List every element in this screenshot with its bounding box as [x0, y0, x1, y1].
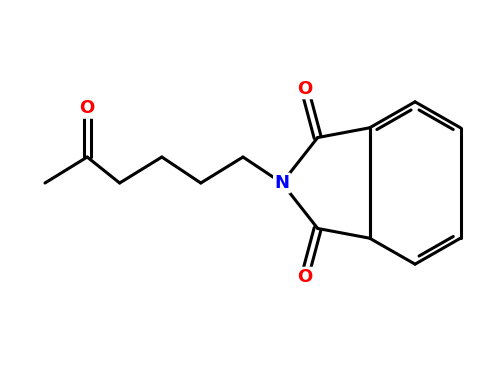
Text: O: O — [79, 99, 95, 117]
Text: O: O — [297, 268, 312, 286]
Text: N: N — [274, 174, 289, 192]
Text: O: O — [297, 80, 312, 98]
